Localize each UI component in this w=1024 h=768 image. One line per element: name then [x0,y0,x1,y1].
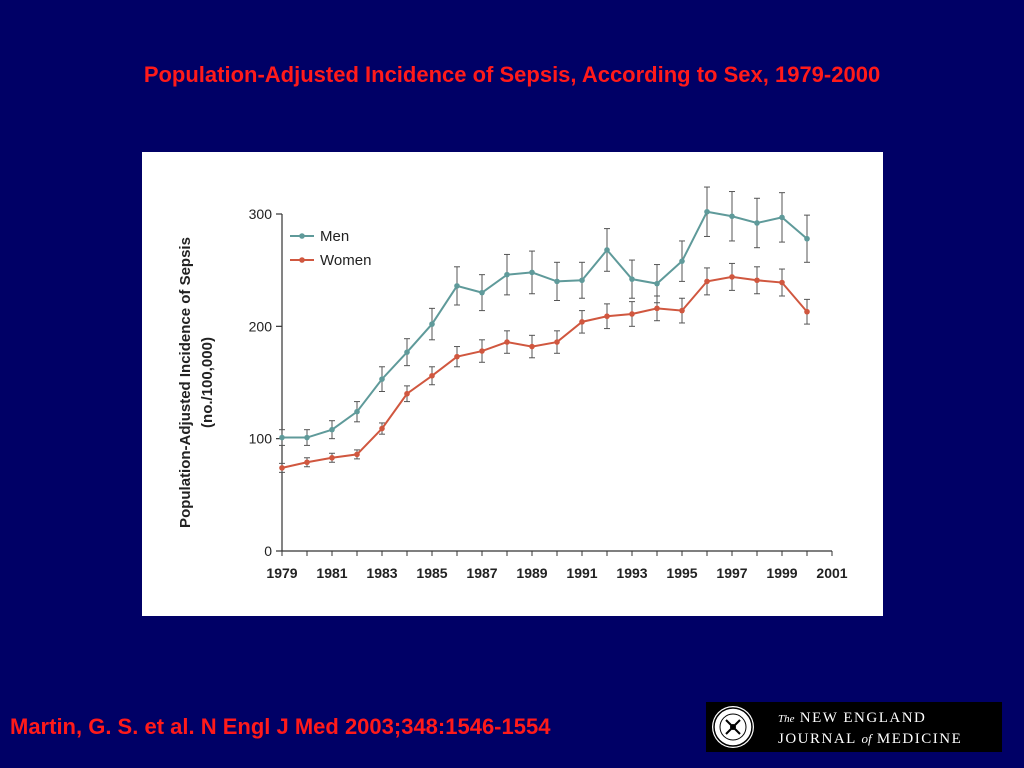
data-point [304,459,310,466]
x-tick-label: 1999 [766,565,797,581]
data-point [329,454,335,461]
x-tick-label: 1989 [516,565,547,581]
data-point [729,213,735,220]
x-tick-label: 1987 [466,565,497,581]
data-point [754,277,760,284]
series-women [279,262,810,473]
series-line [281,275,808,469]
data-point [479,289,485,296]
legend-label: Men [320,228,349,245]
x-tick-label: 1983 [366,565,397,581]
data-point [279,465,285,471]
data-point [429,372,435,379]
data-point [579,277,585,284]
data-point [554,339,560,345]
data-point [304,434,310,441]
data-point [529,269,535,276]
data-point [604,247,610,253]
data-point [779,214,785,221]
slide-title: Population-Adjusted Incidence of Sepsis,… [143,62,881,87]
data-point [704,208,710,215]
data-point [654,305,660,312]
x-tick-label: 2001 [816,565,847,581]
x-tick-label: 1985 [416,565,447,581]
data-point [354,451,360,458]
data-point [379,376,385,382]
data-point [479,348,485,354]
y-axis-label: Population-Adjusted Incidence of Sepsis [177,237,194,528]
data-point [379,425,385,432]
journal-name: The NEW ENGLAND JOURNAL of MEDICINE [778,709,962,749]
data-point [704,278,710,285]
y-tick-label: 200 [249,318,273,334]
data-point [454,283,460,289]
legend-label: Women [320,252,371,269]
data-point [729,274,735,280]
data-point [554,278,560,285]
y-tick-label: 300 [249,206,273,222]
x-tick-label: 1997 [716,565,747,581]
x-tick-label: 1993 [616,565,647,581]
data-point [504,271,510,278]
legend-swatch-marker [299,233,305,239]
data-point [504,339,510,345]
data-point [754,220,760,226]
y-tick-label: 100 [249,431,273,447]
data-point [404,349,410,355]
journal-logo: The NEW ENGLAND JOURNAL of MEDICINE [706,702,1002,752]
data-point [779,279,785,286]
data-point [604,313,610,320]
journal-name-of: of [861,731,872,746]
data-point [529,343,535,350]
x-tick-label: 1979 [266,565,297,581]
data-point [404,390,410,397]
data-point [679,258,685,264]
data-point [804,235,810,242]
data-point [354,408,360,415]
data-point [679,307,685,314]
data-point [454,353,460,360]
chart-panel: 0 100 200 300 1979 1981 1983 1985 1987 1989 1991 19… [142,152,883,616]
data-point [429,321,435,327]
journal-name-medicine: MEDICINE [876,731,963,747]
citation: Martin, G. S. et al. N Engl J Med 2003;3… [10,714,551,739]
data-point [629,276,635,282]
data-point [279,434,285,441]
x-tick-label: 1995 [666,565,697,581]
data-point [804,308,810,315]
x-tick-label: 1981 [316,565,347,581]
y-tick-label: 0 [264,543,272,559]
journal-seal-icon [712,706,754,748]
incidence-line-chart: 0 100 200 300 1979 1981 1983 1985 1987 1989 1991 19… [177,186,848,581]
journal-name-the: The [778,713,795,725]
legend-swatch-marker [299,257,305,263]
data-point [629,311,635,317]
x-tick-label: 1991 [566,565,597,581]
series-men [279,186,810,446]
data-point [329,426,335,433]
data-point [579,319,585,325]
y-axis-units: (no./100,000) [199,337,216,428]
data-point [654,280,660,287]
series-line [282,210,808,439]
journal-name-journal: JOURNAL [778,731,857,747]
journal-name-line1: NEW ENGLAND [799,710,927,726]
